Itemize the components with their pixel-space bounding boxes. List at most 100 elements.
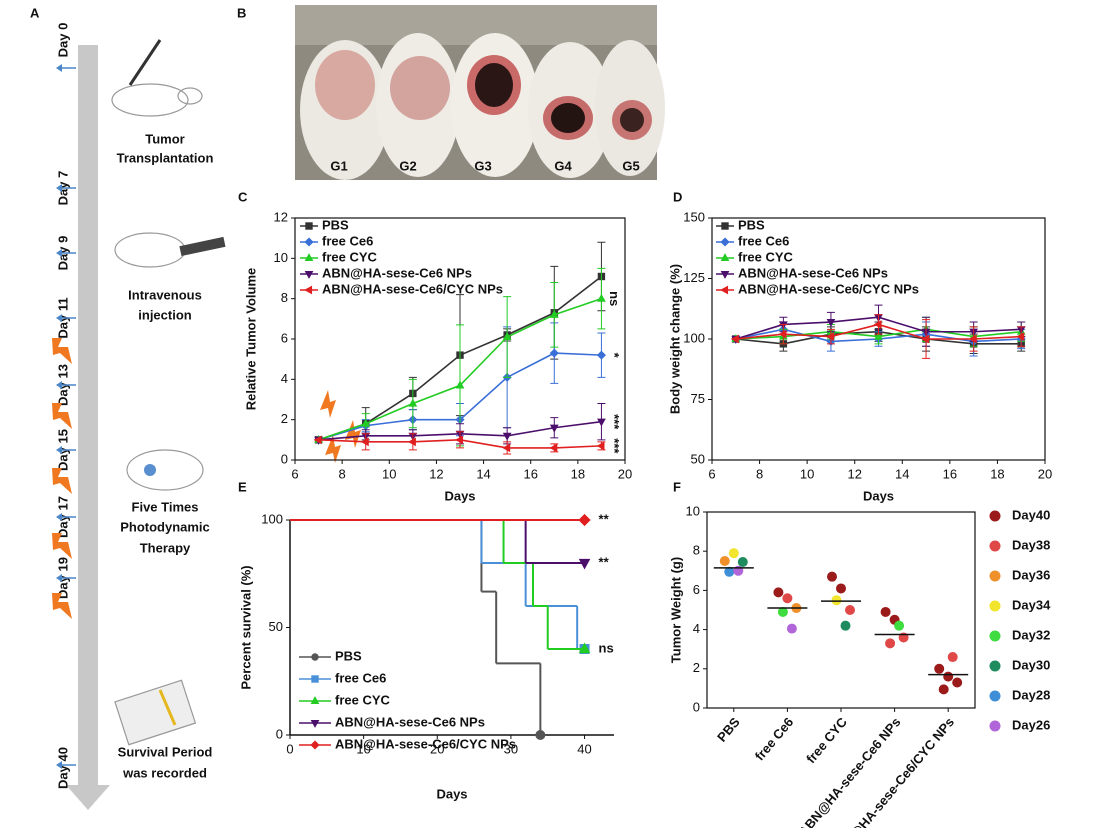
- marker: [597, 418, 606, 427]
- y-axis-label: Tumor Weight (g): [668, 557, 683, 663]
- y-tick-label: 0: [693, 699, 700, 714]
- y-tick-label: 4: [693, 621, 700, 636]
- data-point: [934, 663, 945, 674]
- data-point: [786, 623, 797, 634]
- legend-label: PBS: [335, 648, 362, 663]
- legend-marker: [720, 285, 729, 295]
- x-tick-label: 16: [943, 466, 957, 481]
- legend-swatch: [989, 510, 1001, 522]
- legend-marker: [720, 270, 730, 279]
- x-tick-label: 20: [430, 741, 444, 756]
- legend-marker: [310, 740, 320, 750]
- x-tick-label: 12: [847, 466, 861, 481]
- panel-label: C: [238, 189, 248, 204]
- lightning-bolt: [325, 435, 341, 463]
- data-point: [728, 548, 739, 559]
- y-tick-label: 0: [276, 726, 283, 741]
- marker: [873, 320, 882, 329]
- legend-swatch: [989, 660, 1001, 672]
- legend-label: Day40: [1012, 507, 1050, 522]
- data-point: [724, 566, 735, 577]
- photo: [295, 5, 665, 180]
- legend-marker: [305, 222, 313, 230]
- step-label: Therapy: [140, 540, 191, 555]
- legend-label: free Ce6: [738, 233, 789, 248]
- marker: [455, 380, 465, 389]
- x-tick-label: 8: [756, 466, 763, 481]
- y-tick-label: 100: [261, 511, 283, 526]
- legend-marker: [720, 253, 730, 262]
- x-tick-label: 18: [990, 466, 1004, 481]
- y-tick-label: 12: [274, 209, 288, 224]
- day-arrow-head: [56, 513, 62, 521]
- lightning-bolt: [52, 403, 72, 429]
- marker: [578, 558, 591, 570]
- y-tick-label: 10: [274, 250, 288, 265]
- day-arrow-head: [56, 249, 62, 257]
- group-label: G2: [399, 158, 416, 173]
- x-tick-label: 18: [571, 466, 585, 481]
- data-point: [719, 556, 730, 566]
- significance-label: **: [599, 511, 610, 526]
- y-tick-label: 8: [281, 290, 288, 305]
- marker: [1016, 332, 1025, 341]
- step-label: Intravenous: [128, 287, 202, 302]
- legend-swatch: [989, 540, 1001, 552]
- day-arrow-head: [56, 446, 62, 454]
- marker: [596, 441, 605, 451]
- marker: [455, 435, 464, 445]
- x-tick-label: 10: [800, 466, 814, 481]
- legend-swatch: [989, 690, 1001, 702]
- lightning-bolt: [52, 468, 72, 494]
- marker: [826, 332, 834, 341]
- legend-label: ABN@HA-sese-Ce6/CYC NPs: [335, 736, 516, 751]
- y-tick-label: 6: [281, 330, 288, 345]
- data-point: [952, 677, 963, 688]
- step-label: Transplantation: [117, 150, 214, 165]
- legend-marker: [310, 719, 320, 728]
- day-arrow-head: [56, 574, 62, 582]
- significance-label: ns: [607, 291, 622, 306]
- day-label: Day 0: [55, 23, 70, 58]
- marker: [549, 443, 558, 453]
- significance-label: ***: [607, 438, 622, 454]
- legend-label: free CYC: [322, 249, 378, 264]
- data-point: [947, 652, 958, 663]
- panel-label: E: [238, 479, 247, 494]
- marker: [968, 334, 977, 344]
- lightning-bolt: [320, 390, 336, 418]
- y-tick-label: 150: [683, 209, 705, 224]
- data-point: [885, 638, 896, 649]
- legend-label: Day32: [1012, 627, 1050, 642]
- marker: [361, 418, 371, 427]
- day-arrow-head: [56, 381, 62, 389]
- data-point: [836, 583, 846, 594]
- marker: [549, 309, 559, 318]
- legend-label: Day26: [1012, 717, 1050, 732]
- marker: [313, 435, 322, 445]
- lightning-bolt: [52, 593, 72, 619]
- legend-swatch: [989, 600, 1001, 612]
- legend-marker: [721, 222, 729, 230]
- marker: [730, 334, 739, 344]
- y-axis-label: Body weight change (%): [667, 264, 682, 414]
- x-tick-label: 10: [382, 466, 396, 481]
- marker: [874, 331, 883, 340]
- y-tick-label: 125: [683, 270, 705, 285]
- x-tick-label: 30: [504, 741, 518, 756]
- y-tick-label: 2: [281, 411, 288, 426]
- legend-label: free Ce6: [335, 670, 386, 685]
- legend-label: Day36: [1012, 567, 1050, 582]
- data-point: [773, 587, 784, 598]
- marker: [826, 319, 836, 327]
- group-label: G1: [330, 158, 347, 173]
- legend-label: free Ce6: [322, 233, 373, 248]
- significance-label: *: [607, 353, 622, 359]
- marker: [778, 329, 787, 339]
- x-tick-label: 20: [1038, 466, 1052, 481]
- marker: [535, 730, 546, 740]
- day-label: Day 40: [55, 747, 70, 789]
- significance-label: ***: [607, 414, 622, 430]
- y-tick-label: 75: [691, 391, 705, 406]
- y-tick-label: 6: [693, 582, 700, 597]
